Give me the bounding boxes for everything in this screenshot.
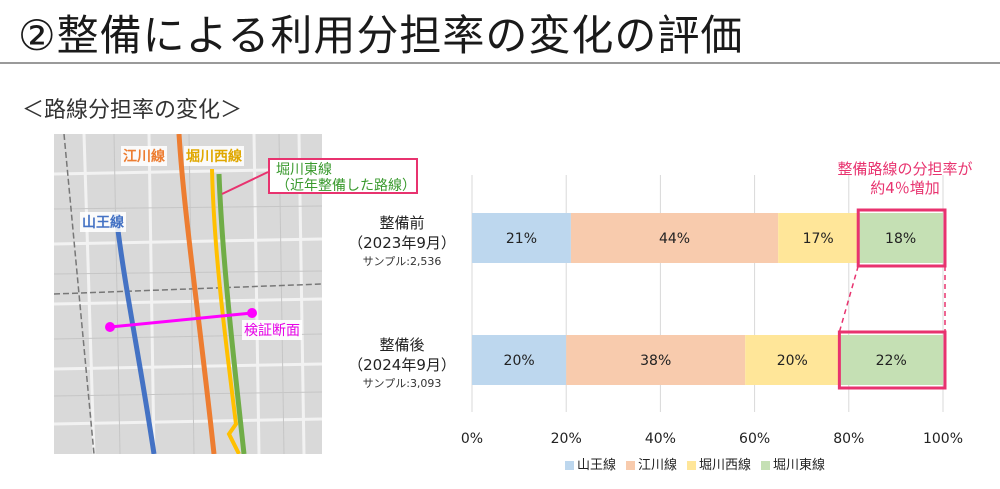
bar-segment bbox=[745, 335, 840, 385]
annotation-line1: 整備路線の分担率が bbox=[837, 160, 973, 178]
chart-legend: 山王線 江川線 堀川西線 堀川東線 bbox=[565, 454, 835, 473]
data-label: 38% bbox=[640, 353, 671, 369]
legend-swatch bbox=[687, 461, 697, 470]
route-egawa bbox=[176, 134, 217, 454]
legend-item: 堀川西線 bbox=[687, 454, 751, 473]
row-label-before: 整備前 （2023年9月） サンプル:2,536 bbox=[342, 213, 462, 271]
bar-segment bbox=[839, 335, 943, 385]
highlight-connector bbox=[838, 265, 859, 333]
bar-segment bbox=[472, 213, 571, 263]
x-tick-label: 100% bbox=[923, 431, 963, 447]
callout-line-name: 堀川東線 bbox=[276, 162, 332, 178]
route-horikawa-higashi bbox=[216, 173, 247, 454]
data-label: 20% bbox=[777, 353, 808, 369]
map-label-horikawa-nishi: 堀川西線 bbox=[184, 146, 244, 166]
route-horikawa-nishi bbox=[210, 168, 241, 454]
legend-swatch bbox=[761, 461, 771, 470]
section-end-dot bbox=[247, 308, 257, 318]
legend-swatch bbox=[565, 461, 574, 470]
bar-segment bbox=[858, 213, 943, 263]
increase-annotation: 整備路線の分担率が 約4％増加 bbox=[830, 160, 980, 198]
row-label-after-title: 整備後 bbox=[379, 336, 425, 354]
row-label-after-sample: サンプル:3,093 bbox=[362, 377, 442, 390]
callout-line-note: （近年整備した路線） bbox=[276, 178, 416, 194]
bar-segment bbox=[472, 335, 567, 385]
row-label-after: 整備後 （2024年9月） サンプル:3,093 bbox=[342, 335, 462, 393]
legend-swatch bbox=[626, 461, 636, 470]
row-label-before-title: 整備前 bbox=[379, 214, 425, 232]
map-callout-horikawa-higashi: 堀川東線 （近年整備した路線） bbox=[268, 158, 418, 194]
bar-segment bbox=[566, 335, 746, 385]
x-tick-label: 0% bbox=[461, 431, 483, 447]
title-divider bbox=[0, 62, 1000, 64]
map-label-egawa: 江川線 bbox=[121, 146, 167, 166]
bar-segment bbox=[570, 213, 779, 263]
data-label: 18% bbox=[885, 231, 916, 247]
legend-label: 堀川東線 bbox=[773, 458, 826, 473]
row-label-before-period: （2023年9月） bbox=[348, 234, 456, 252]
row-label-before-sample: サンプル:2,536 bbox=[362, 255, 442, 268]
row-label-after-period: （2024年9月） bbox=[348, 356, 456, 374]
legend-item: 山王線 bbox=[565, 454, 616, 473]
highlight-box bbox=[856, 208, 947, 268]
legend-label: 山王線 bbox=[577, 458, 617, 473]
data-label: 17% bbox=[803, 231, 834, 247]
data-label: 20% bbox=[504, 353, 535, 369]
bar-segment bbox=[778, 213, 859, 263]
legend-label: 堀川西線 bbox=[699, 458, 752, 473]
section-heading: ＜路線分担率の変化＞ bbox=[22, 98, 243, 123]
legend-item: 堀川東線 bbox=[761, 454, 825, 473]
route-yamaou bbox=[113, 213, 157, 454]
data-label: 21% bbox=[506, 231, 537, 247]
data-label: 22% bbox=[876, 353, 907, 369]
map-label-section: 検証断面 bbox=[242, 320, 302, 340]
x-tick-label: 20% bbox=[551, 431, 582, 447]
data-label: 44% bbox=[659, 231, 690, 247]
highlight-box bbox=[837, 330, 947, 390]
x-tick-label: 40% bbox=[645, 431, 676, 447]
legend-label: 江川線 bbox=[638, 458, 678, 473]
map-label-yamaou: 山王線 bbox=[80, 212, 126, 232]
legend-item: 江川線 bbox=[626, 454, 677, 473]
annotation-line2: 約4％増加 bbox=[870, 179, 940, 197]
slide-title: ②整備による利用分担率の変化の評価 bbox=[18, 11, 744, 60]
section-start-dot bbox=[105, 322, 115, 332]
x-tick-label: 60% bbox=[739, 431, 770, 447]
x-tick-label: 80% bbox=[833, 431, 864, 447]
section-line bbox=[109, 311, 253, 329]
